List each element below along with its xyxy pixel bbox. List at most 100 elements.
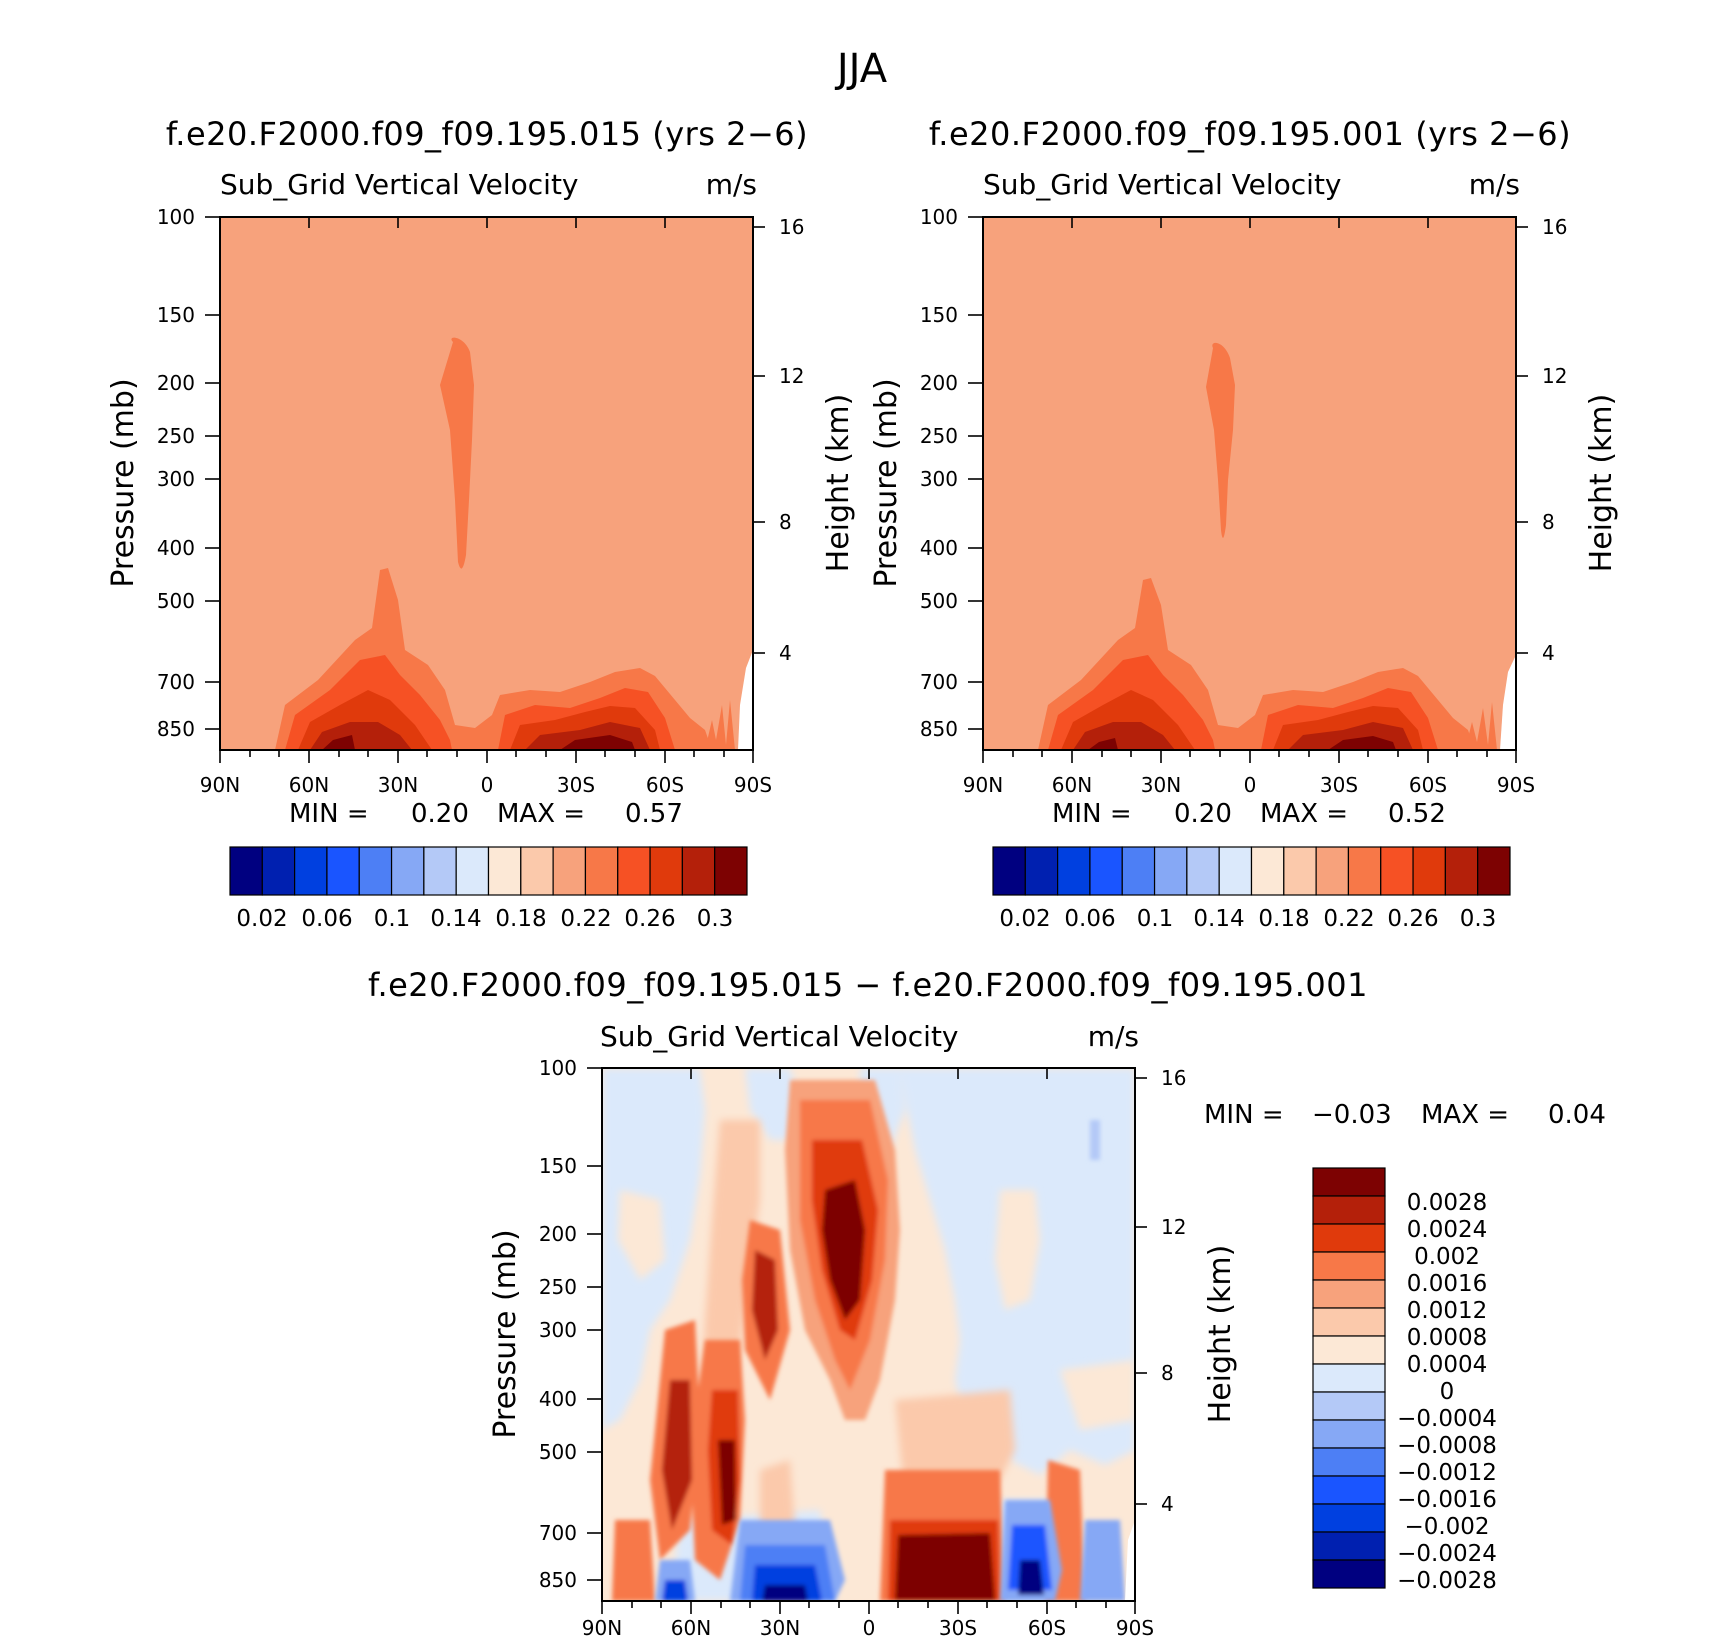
negative-strong-regions (655, 1120, 1125, 1601)
colorbar-label: 0.14 (1193, 906, 1244, 932)
max-label: MAX = (1260, 799, 1348, 829)
variable-name: Sub_Grid Vertical Velocity (220, 168, 579, 201)
upper-maximum (440, 337, 474, 569)
variable-name: Sub_Grid Vertical Velocity (600, 1020, 959, 1053)
colorbar-swatch (390, 846, 425, 896)
lat-tick: 30S (557, 773, 595, 797)
lat-tick: 90N (963, 773, 1003, 797)
contour-field (220, 217, 753, 750)
colorbar-swatch (1312, 1503, 1386, 1533)
positive-light-regions (618, 1190, 1135, 1430)
max-label: MAX = (1421, 1100, 1509, 1130)
positive-strong-regions (612, 1080, 1085, 1601)
y2-axis-label: Height (km) (821, 394, 856, 573)
min-value: 0.20 (411, 799, 469, 829)
axis-ticks (205, 216, 765, 763)
lat-tick: 30S (939, 1616, 977, 1639)
lat-tick: 60S (1409, 773, 1447, 797)
colorbar-swatch (1312, 1167, 1386, 1197)
pressure-tick: 700 (920, 670, 958, 694)
pressure-tick: 700 (539, 1521, 577, 1545)
colorbar-label: 0.02 (999, 906, 1050, 932)
colorbar-labels: 0.0028 0.0024 0.002 0.0016 0.0012 0.0008… (1397, 1190, 1497, 1594)
colorbar-label: 0.26 (624, 906, 675, 932)
lat-tick: 30N (760, 1616, 800, 1639)
colorbar-swatch (1218, 846, 1253, 896)
contour-field (602, 1068, 1135, 1601)
height-tick-labels: 16 12 8 4 (779, 215, 804, 665)
pressure-tick: 850 (539, 1568, 577, 1592)
axis-ticks (968, 216, 1528, 763)
lat-tick: 0 (863, 1616, 876, 1639)
colorbar-swatch (1312, 1251, 1386, 1281)
edge-spikes (1465, 702, 1497, 750)
latitude-tick-labels: 90N 60N 30N 0 30S 60S 90S (963, 773, 1535, 797)
sh-level-5 (560, 735, 635, 750)
panel-difference: f.e20.F2000.f09_f09.195.015 − f.e20.F200… (368, 966, 1606, 1640)
pressure-tick: 250 (539, 1275, 577, 1299)
pressure-tick: 200 (539, 1222, 577, 1246)
missing-data-corner (1500, 655, 1516, 750)
colorbar-label: 0.0016 (1407, 1271, 1487, 1297)
colorbar-swatch (261, 846, 296, 896)
height-tick-labels: 16 12 8 4 (1161, 1066, 1186, 1516)
min-max-readout: MIN = 0.20 MAX = 0.52 (1052, 799, 1446, 829)
colorbar-swatch (1024, 846, 1059, 896)
colorbar-swatches (992, 846, 1511, 896)
colorbar-label: 0.18 (1258, 906, 1309, 932)
max-value: 0.04 (1548, 1100, 1606, 1130)
pressure-tick: 200 (157, 371, 195, 395)
background-level (983, 217, 1516, 750)
min-value: −0.03 (1312, 1100, 1392, 1130)
colorbar-label: 0.0004 (1407, 1352, 1487, 1378)
contour-field (983, 217, 1516, 750)
pressure-tick: 300 (539, 1318, 577, 1342)
height-tick: 12 (779, 364, 804, 388)
pressure-tick-labels: 100 150 200 250 300 400 500 700 850 (920, 205, 958, 741)
pressure-tick: 400 (920, 536, 958, 560)
y2-axis-label: Height (km) (1203, 1245, 1238, 1424)
pressure-tick: 200 (920, 371, 958, 395)
colorbar-swatch (617, 846, 651, 896)
colorbar-label: 0.3 (697, 906, 734, 932)
max-label: MAX = (497, 799, 585, 829)
min-max-readout: MIN = −0.03 MAX = 0.04 (1204, 1100, 1606, 1130)
pressure-tick: 150 (920, 303, 958, 327)
colorbar-label: −0.0028 (1397, 1568, 1497, 1594)
colorbar-label: 0.26 (1387, 906, 1438, 932)
height-tick: 8 (1161, 1361, 1174, 1385)
colorbar-label: 0.0008 (1407, 1325, 1487, 1351)
colorbar-label: 0.002 (1414, 1244, 1480, 1270)
lat-tick: 90N (582, 1616, 622, 1639)
colorbar-swatch (649, 846, 683, 896)
colorbar-swatch (1312, 1335, 1386, 1365)
colorbar-label: 0.0012 (1407, 1298, 1487, 1324)
pressure-tick: 100 (157, 205, 195, 229)
colorbar-swatch (487, 846, 522, 896)
max-value: 0.57 (625, 799, 683, 829)
y-axis-label: Pressure (mb) (488, 1229, 523, 1438)
pressure-tick: 500 (920, 589, 958, 613)
colorbar-swatch (1347, 846, 1382, 896)
pressure-tick: 150 (157, 303, 195, 327)
height-tick: 4 (1161, 1492, 1174, 1516)
colorbar-label: 0.06 (301, 906, 352, 932)
colorbar-swatch (1312, 1279, 1386, 1309)
colorbar-label: 0.06 (1064, 906, 1115, 932)
pressure-tick: 100 (539, 1056, 577, 1080)
colorbar-swatch (1283, 846, 1317, 896)
lat-tick: 0 (481, 773, 494, 797)
lat-tick: 60S (1028, 1616, 1066, 1639)
height-tick: 4 (779, 641, 792, 665)
colorbar-swatch (552, 846, 587, 896)
colorbar-label: −0.0008 (1397, 1433, 1497, 1459)
lat-tick: 60N (671, 1616, 711, 1639)
axis-ticks (587, 1067, 1147, 1614)
height-tick: 12 (1161, 1215, 1186, 1239)
pressure-tick: 250 (920, 424, 958, 448)
nh-level-5 (322, 735, 355, 750)
colorbar-label: 0.18 (495, 906, 546, 932)
pressure-tick-labels: 100 150 200 250 300 400 500 700 850 (539, 1056, 577, 1592)
panel-title: f.e20.F2000.f09_f09.195.015 − f.e20.F200… (368, 966, 1368, 1004)
